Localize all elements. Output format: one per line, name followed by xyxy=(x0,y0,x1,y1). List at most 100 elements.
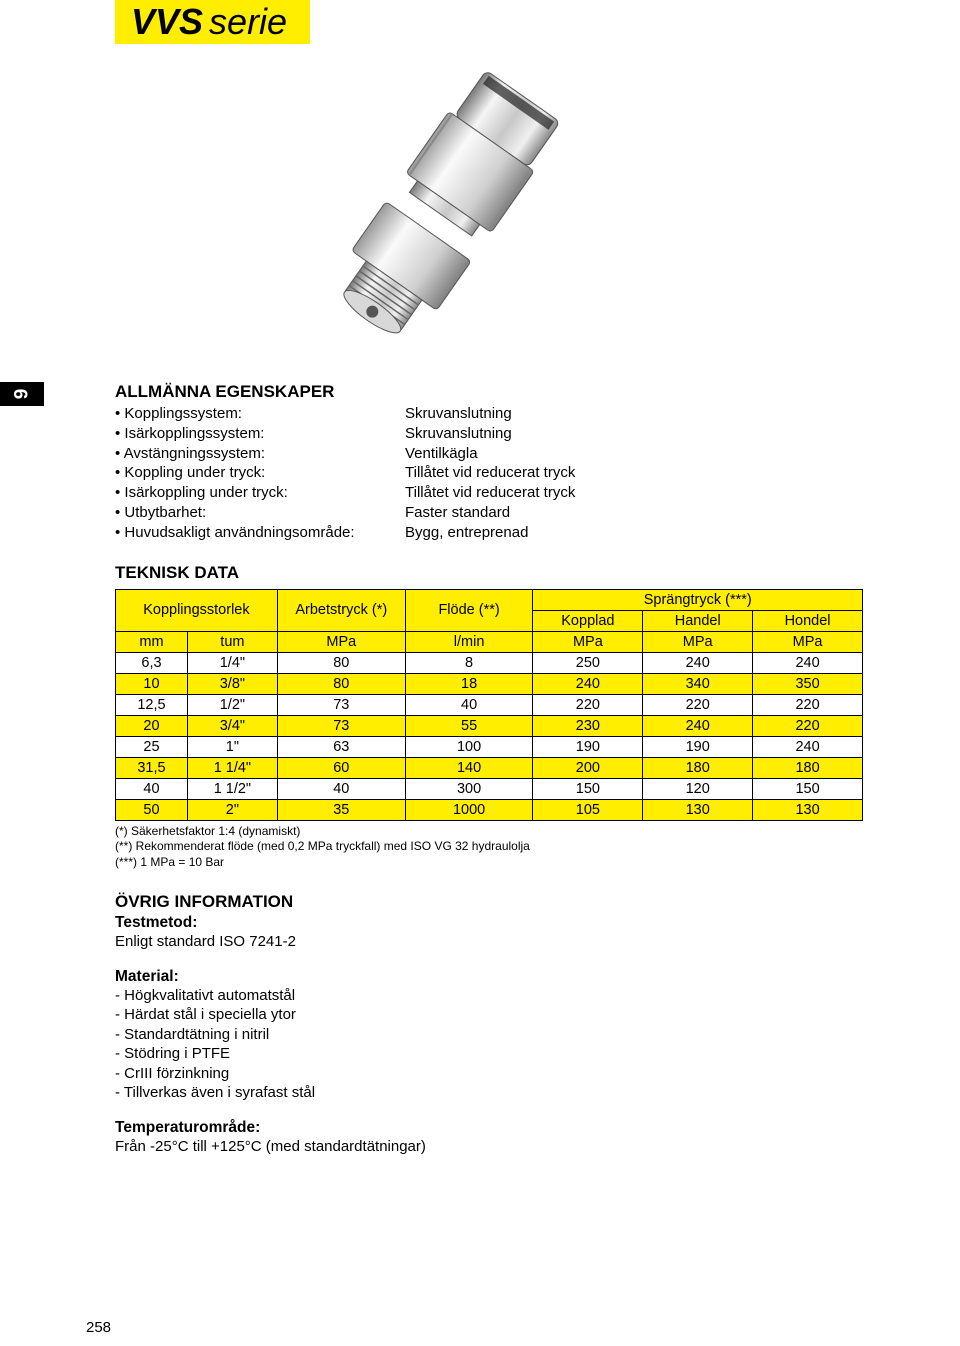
table-cell: 8 xyxy=(405,652,533,673)
table-cell: 250 xyxy=(533,652,643,673)
property-value: Faster standard xyxy=(405,503,885,523)
table-cell: 240 xyxy=(643,652,753,673)
property-key: Koppling under tryck: xyxy=(115,463,405,483)
table-cell: 140 xyxy=(405,757,533,778)
col-unit: MPa xyxy=(643,631,753,652)
table-cell: 200 xyxy=(533,757,643,778)
table-cell: 1/4" xyxy=(187,652,277,673)
col-unit: tum xyxy=(187,631,277,652)
table-cell: 1000 xyxy=(405,799,533,820)
col-header: Flöde (**) xyxy=(405,589,533,631)
temperature-label: Temperaturområde: xyxy=(115,1119,885,1137)
material-item: Standardtätning i nitril xyxy=(115,1025,885,1045)
property-row: Avstängningssystem:Ventilkägla xyxy=(115,444,885,464)
table-cell: 150 xyxy=(753,778,863,799)
col-unit: mm xyxy=(116,631,188,652)
table-cell: 50 xyxy=(116,799,188,820)
table-cell: 80 xyxy=(277,652,405,673)
table-cell: 220 xyxy=(753,694,863,715)
table-cell: 220 xyxy=(533,694,643,715)
table-row: 31,51 1/4"60140200180180 xyxy=(116,757,863,778)
property-row: Utbytbarhet:Faster standard xyxy=(115,503,885,523)
table-cell: 1 1/4" xyxy=(187,757,277,778)
table-cell: 40 xyxy=(277,778,405,799)
material-list: Högkvalitativt automatstålHärdat stål i … xyxy=(115,986,885,1103)
table-cell: 35 xyxy=(277,799,405,820)
table-cell: 350 xyxy=(753,673,863,694)
table-cell: 25 xyxy=(116,736,188,757)
footnote-line: (***) 1 MPa = 10 Bar xyxy=(115,855,885,871)
property-key: Huvudsakligt användningsområde: xyxy=(115,523,405,543)
title-light: serie xyxy=(209,1,287,43)
table-cell: 80 xyxy=(277,673,405,694)
col-subheader: Kopplad xyxy=(533,610,643,631)
material-label: Material: xyxy=(115,968,885,986)
col-header: Sprängtryck (***) xyxy=(533,589,863,610)
table-cell: 2" xyxy=(187,799,277,820)
table-cell: 3/4" xyxy=(187,715,277,736)
property-key: Kopplingssystem: xyxy=(115,404,405,424)
table-cell: 120 xyxy=(643,778,753,799)
material-item: Stödring i PTFE xyxy=(115,1044,885,1064)
table-cell: 20 xyxy=(116,715,188,736)
table-row: 203/4"7355230240220 xyxy=(116,715,863,736)
table-row: 401 1/2"40300150120150 xyxy=(116,778,863,799)
table-cell: 31,5 xyxy=(116,757,188,778)
page-number: 258 xyxy=(86,1319,111,1336)
table-cell: 105 xyxy=(533,799,643,820)
property-value: Skruvanslutning xyxy=(405,404,885,424)
property-row: Koppling under tryck:Tillåtet vid reduce… xyxy=(115,463,885,483)
technical-data-table: KopplingsstorlekArbetstryck (*)Flöde (**… xyxy=(115,589,863,821)
page-title: VVS serie xyxy=(115,0,310,44)
col-header: Arbetstryck (*) xyxy=(277,589,405,631)
table-cell: 63 xyxy=(277,736,405,757)
table-cell: 55 xyxy=(405,715,533,736)
table-cell: 230 xyxy=(533,715,643,736)
table-row: 6,31/4"808250240240 xyxy=(116,652,863,673)
title-bold: VVS xyxy=(131,1,203,43)
material-item: Härdat stål i speciella ytor xyxy=(115,1005,885,1025)
footnote-line: (**) Rekommenderat flöde (med 0,2 MPa tr… xyxy=(115,839,885,855)
other-info-heading: ÖVRIG INFORMATION xyxy=(115,892,885,912)
general-heading: ALLMÄNNA EGENSKAPER xyxy=(115,382,885,402)
material-item: Tillverkas även i syrafast stål xyxy=(115,1083,885,1103)
col-unit: l/min xyxy=(405,631,533,652)
table-row: 103/8"8018240340350 xyxy=(116,673,863,694)
table-cell: 18 xyxy=(405,673,533,694)
col-subheader: Hondel xyxy=(753,610,863,631)
property-row: Huvudsakligt användningsområde:Bygg, ent… xyxy=(115,523,885,543)
table-cell: 12,5 xyxy=(116,694,188,715)
properties-list: Kopplingssystem:SkruvanslutningIsärkoppl… xyxy=(115,404,885,543)
property-value: Skruvanslutning xyxy=(405,424,885,444)
table-cell: 40 xyxy=(405,694,533,715)
table-cell: 1" xyxy=(187,736,277,757)
property-value: Tillåtet vid reducerat tryck xyxy=(405,483,885,503)
table-cell: 340 xyxy=(643,673,753,694)
table-cell: 73 xyxy=(277,715,405,736)
col-unit: MPa xyxy=(277,631,405,652)
table-cell: 220 xyxy=(753,715,863,736)
footnotes: (*) Säkerhetsfaktor 1:4 (dynamiskt)(**) … xyxy=(115,824,885,871)
table-cell: 180 xyxy=(643,757,753,778)
property-row: Kopplingssystem:Skruvanslutning xyxy=(115,404,885,424)
test-method-label: Testmetod: xyxy=(115,914,885,932)
property-value: Bygg, entreprenad xyxy=(405,523,885,543)
product-photo xyxy=(280,55,600,375)
table-cell: 6,3 xyxy=(116,652,188,673)
test-method-text: Enligt standard ISO 7241-2 xyxy=(115,932,885,952)
table-cell: 240 xyxy=(643,715,753,736)
col-unit: MPa xyxy=(753,631,863,652)
material-item: Högkvalitativt automatstål xyxy=(115,986,885,1006)
table-cell: 100 xyxy=(405,736,533,757)
side-tab-number: 9 xyxy=(11,389,33,400)
property-key: Isärkopplingssystem: xyxy=(115,424,405,444)
table-row: 502"351000105130130 xyxy=(116,799,863,820)
table-cell: 300 xyxy=(405,778,533,799)
property-key: Isärkoppling under tryck: xyxy=(115,483,405,503)
material-item: CrIII förzinkning xyxy=(115,1064,885,1084)
table-cell: 240 xyxy=(753,652,863,673)
table-cell: 130 xyxy=(753,799,863,820)
table-cell: 3/8" xyxy=(187,673,277,694)
side-tab: 9 xyxy=(0,382,44,406)
table-row: 12,51/2"7340220220220 xyxy=(116,694,863,715)
